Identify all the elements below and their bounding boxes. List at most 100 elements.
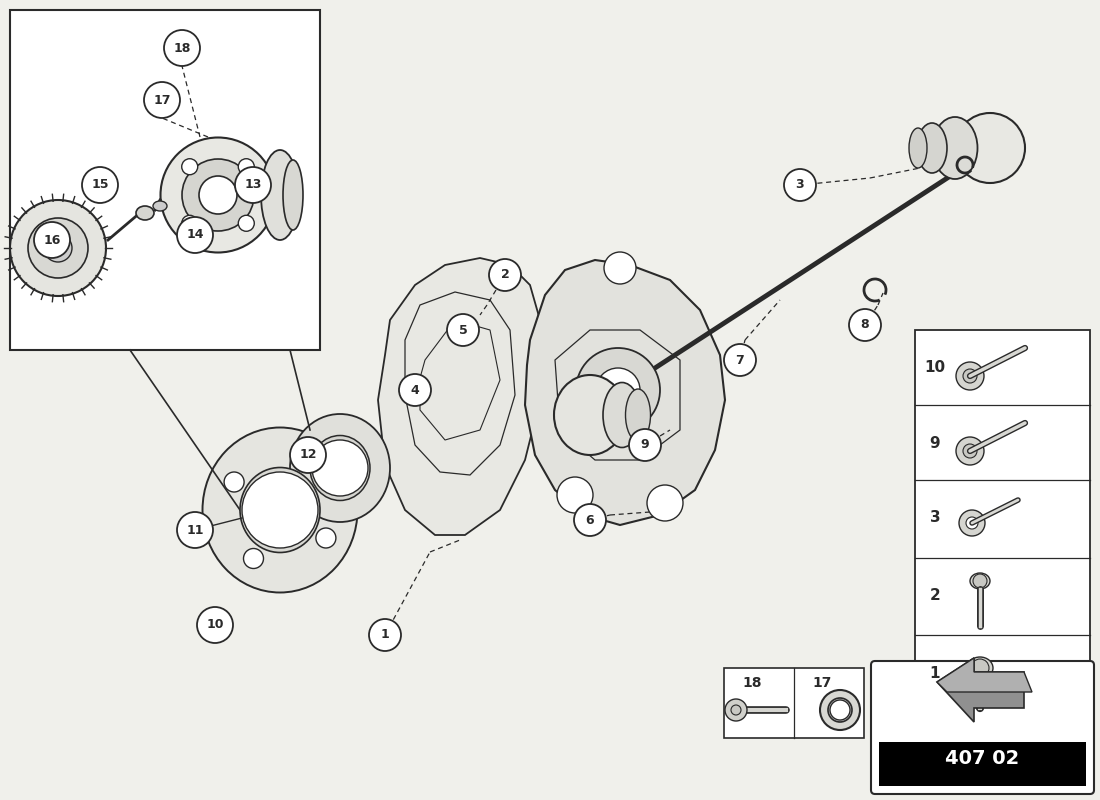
Circle shape [557, 477, 593, 513]
Circle shape [959, 510, 985, 536]
Text: 5: 5 [459, 323, 468, 337]
Circle shape [971, 659, 989, 677]
Text: 3: 3 [930, 510, 940, 526]
Circle shape [399, 374, 431, 406]
Ellipse shape [136, 206, 154, 220]
Ellipse shape [290, 414, 390, 522]
Polygon shape [937, 658, 1032, 692]
Text: 8: 8 [860, 318, 869, 331]
Circle shape [447, 314, 478, 346]
Circle shape [182, 215, 198, 231]
Circle shape [629, 429, 661, 461]
Circle shape [177, 512, 213, 548]
Circle shape [596, 368, 640, 412]
Text: 1: 1 [930, 666, 940, 681]
Circle shape [490, 259, 521, 291]
Circle shape [235, 167, 271, 203]
Ellipse shape [261, 150, 299, 240]
Ellipse shape [283, 160, 302, 230]
Circle shape [732, 705, 741, 715]
Circle shape [784, 169, 816, 201]
Circle shape [962, 369, 977, 383]
Ellipse shape [153, 201, 167, 211]
Text: 9: 9 [930, 435, 940, 450]
Text: 7: 7 [736, 354, 745, 366]
Circle shape [724, 344, 756, 376]
Circle shape [604, 252, 636, 284]
Text: 1: 1 [381, 629, 389, 642]
Ellipse shape [161, 138, 275, 253]
Circle shape [956, 437, 984, 465]
Ellipse shape [466, 317, 474, 323]
Circle shape [164, 30, 200, 66]
Ellipse shape [554, 375, 626, 455]
Circle shape [28, 218, 88, 278]
Bar [915, 330, 1090, 770]
Circle shape [576, 348, 660, 432]
Circle shape [177, 217, 213, 253]
Circle shape [849, 309, 881, 341]
Circle shape [368, 619, 402, 651]
Circle shape [290, 437, 326, 473]
Ellipse shape [828, 698, 852, 722]
Text: 17: 17 [153, 94, 170, 106]
Circle shape [243, 549, 264, 569]
Circle shape [574, 504, 606, 536]
Text: 6: 6 [585, 514, 594, 526]
Text: 13: 13 [244, 178, 262, 191]
Circle shape [297, 451, 317, 471]
Circle shape [725, 699, 747, 721]
Polygon shape [525, 260, 725, 525]
Polygon shape [378, 258, 540, 535]
Circle shape [239, 158, 254, 174]
Circle shape [239, 215, 254, 231]
Text: 2: 2 [500, 269, 509, 282]
Text: 15: 15 [91, 178, 109, 191]
Text: 12: 12 [299, 449, 317, 462]
Circle shape [312, 440, 368, 496]
Circle shape [647, 485, 683, 521]
Text: 14: 14 [186, 229, 204, 242]
Circle shape [242, 472, 318, 548]
Circle shape [34, 222, 70, 258]
Text: 2: 2 [930, 589, 940, 603]
Ellipse shape [967, 657, 993, 679]
Ellipse shape [933, 117, 978, 179]
Circle shape [224, 472, 244, 492]
Text: 10: 10 [207, 618, 223, 631]
Circle shape [182, 158, 198, 174]
Text: 18: 18 [174, 42, 190, 54]
Circle shape [82, 167, 118, 203]
Ellipse shape [199, 176, 236, 214]
Text: 16: 16 [43, 234, 60, 246]
Circle shape [966, 517, 978, 529]
Ellipse shape [202, 427, 358, 593]
Ellipse shape [820, 690, 860, 730]
Ellipse shape [603, 382, 641, 447]
Circle shape [830, 700, 850, 720]
Text: 10: 10 [924, 361, 946, 375]
Ellipse shape [182, 159, 254, 231]
Circle shape [197, 607, 233, 643]
Circle shape [962, 444, 977, 458]
Ellipse shape [240, 467, 320, 553]
Bar [10, 10, 320, 350]
Bar [724, 668, 864, 738]
Ellipse shape [310, 435, 370, 501]
Ellipse shape [955, 113, 1025, 183]
Ellipse shape [909, 128, 927, 168]
Circle shape [44, 234, 72, 262]
Circle shape [10, 200, 106, 296]
Ellipse shape [917, 123, 947, 173]
Text: 17: 17 [812, 676, 832, 690]
Ellipse shape [626, 389, 650, 441]
Polygon shape [937, 658, 1024, 722]
FancyBboxPatch shape [871, 661, 1094, 794]
Circle shape [144, 82, 180, 118]
Circle shape [974, 574, 987, 588]
Text: 4: 4 [410, 383, 419, 397]
Ellipse shape [456, 331, 468, 339]
Text: 407 02: 407 02 [945, 749, 1019, 767]
Circle shape [316, 528, 336, 548]
Text: 9: 9 [640, 438, 649, 451]
